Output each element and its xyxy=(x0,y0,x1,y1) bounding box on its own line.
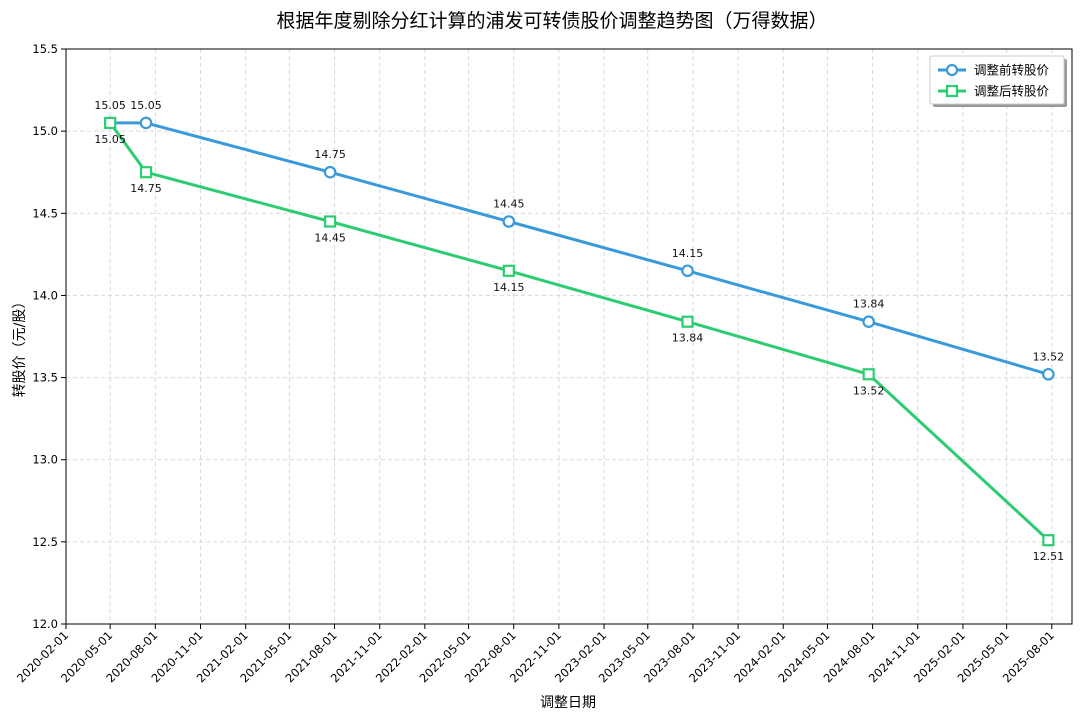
data-label: 13.84 xyxy=(853,298,885,311)
series-layer xyxy=(103,116,1055,547)
series-line xyxy=(110,121,1049,376)
data-label: 13.84 xyxy=(672,332,704,345)
data-point-circle xyxy=(323,165,337,179)
data-label: 14.45 xyxy=(493,198,525,211)
data-label: 13.52 xyxy=(853,384,885,397)
y-axis-label: 转股价（元/股） xyxy=(12,295,28,398)
data-label: 13.52 xyxy=(1033,350,1065,363)
data-point-circle xyxy=(502,215,516,228)
y-tick-label: 15.5 xyxy=(32,42,58,56)
legend-marker-square xyxy=(945,84,959,98)
data-label: 14.75 xyxy=(130,182,162,195)
y-tick-label: 14.0 xyxy=(32,288,58,302)
data-label: 14.45 xyxy=(314,232,346,245)
x-axis-label: 调整日期 xyxy=(540,695,596,711)
data-label: 15.05 xyxy=(94,133,126,146)
data-label: 14.15 xyxy=(493,281,525,294)
legend-label: 调整前转股价 xyxy=(974,63,1050,78)
plot-frame xyxy=(65,48,1073,625)
y-tick-label: 12.5 xyxy=(32,535,58,549)
data-label: 12.51 xyxy=(1033,550,1065,563)
data-point-circle xyxy=(862,315,875,329)
data-labels: 15.05 14.75 14.45 14.15 13.84 13.52 15.05 14.75… xyxy=(94,99,1064,563)
data-point-square xyxy=(139,166,153,179)
data-point-circle xyxy=(139,116,153,130)
data-point-square xyxy=(104,116,117,130)
data-label: 14.75 xyxy=(314,148,346,161)
data-point-circle xyxy=(681,264,694,278)
data-point-square xyxy=(324,215,337,228)
data-point-square xyxy=(681,315,694,328)
axes: 12.012.513.013.514.014.515.015.52020-02-… xyxy=(14,42,1073,685)
data-label: 15.05 xyxy=(130,99,162,112)
legend-marker-circle xyxy=(945,63,959,77)
y-tick-label: 13.0 xyxy=(32,453,58,467)
data-label: 15.05 xyxy=(94,99,126,112)
data-point-square xyxy=(1042,534,1055,547)
legend-label: 调整后转股价 xyxy=(974,84,1050,99)
y-tick-label: 12.0 xyxy=(32,617,58,631)
chart-title: 根据年度剔除分红计算的浦发可转债股价调整趋势图（万得数据） xyxy=(276,10,827,32)
y-tick-label: 14.5 xyxy=(32,206,58,220)
y-tick-label: 15.0 xyxy=(32,124,58,138)
y-tick-label: 13.5 xyxy=(32,371,58,385)
data-point-circle xyxy=(1042,367,1055,381)
data-label: 14.15 xyxy=(672,247,704,260)
data-point-square xyxy=(502,264,515,277)
data-point-square xyxy=(862,368,875,381)
